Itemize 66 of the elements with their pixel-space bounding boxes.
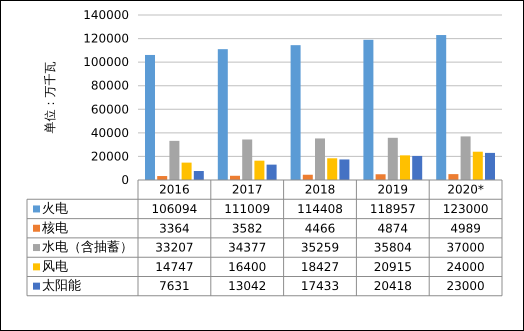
data-label: 3582 — [232, 221, 262, 236]
y-tick-label: 0 — [121, 173, 129, 187]
data-label: 24000 — [446, 260, 485, 274]
data-label: 14747 — [155, 260, 194, 274]
bar — [218, 49, 228, 180]
y-tick-label: 20000 — [90, 149, 129, 164]
bar — [169, 140, 180, 180]
data-label: 33207 — [155, 240, 194, 255]
bar — [339, 159, 350, 180]
data-label: 20418 — [374, 279, 412, 294]
bar — [302, 174, 313, 180]
bar — [194, 171, 204, 180]
bar — [242, 139, 252, 180]
data-label: 123000 — [442, 202, 489, 216]
data-label: 18427 — [300, 260, 340, 274]
data-label: 4989 — [450, 221, 481, 236]
bar — [145, 54, 155, 180]
legend-label: 核电 — [41, 220, 68, 236]
x-tick-label: 2016 — [159, 182, 190, 197]
legend-label: 风电 — [42, 259, 68, 274]
y-tick-label: 100000 — [83, 55, 129, 70]
bar — [485, 152, 495, 180]
bar — [363, 40, 374, 180]
bar — [448, 174, 458, 180]
legend-label: 火电 — [42, 201, 68, 216]
bar — [412, 156, 422, 180]
x-tick-label: 2017 — [232, 182, 262, 197]
bar — [315, 138, 325, 180]
data-label: 4466 — [304, 221, 336, 236]
bar — [472, 152, 483, 180]
y-tick-label: 40000 — [90, 126, 129, 140]
bar — [400, 155, 410, 180]
data-label: 13042 — [228, 279, 266, 294]
data-label: 4874 — [378, 221, 408, 236]
data-label: 34377 — [228, 240, 266, 255]
data-label: 16400 — [228, 260, 266, 274]
data-label: 7631 — [159, 279, 190, 294]
x-tick-label: 2018 — [304, 182, 336, 197]
bar — [436, 35, 446, 180]
bar — [290, 45, 301, 180]
data-label: 3364 — [159, 221, 190, 236]
data-label: 111009 — [224, 202, 270, 216]
data-label: 20915 — [374, 260, 412, 274]
bar — [388, 138, 398, 180]
y-tick-label: 140000 — [83, 8, 129, 22]
bar — [182, 162, 192, 180]
x-tick-label: 2019 — [378, 182, 408, 197]
bar — [327, 158, 338, 180]
bar — [460, 136, 471, 180]
y-tick-label: 120000 — [83, 32, 129, 46]
x-tick-label: 2020* — [447, 182, 484, 197]
data-label: 114408 — [297, 202, 343, 216]
data-label: 23000 — [446, 279, 485, 294]
data-label: 35804 — [374, 240, 412, 255]
y-axis-title: 单位：万千瓦 — [43, 62, 57, 134]
data-label: 35259 — [300, 240, 340, 255]
legend-label: 水电（含抽蓄） — [42, 240, 133, 256]
y-tick-label: 80000 — [90, 78, 129, 93]
data-label: 17433 — [300, 279, 340, 294]
legend-label: 太阳能 — [42, 278, 81, 294]
bar — [266, 164, 277, 180]
bar — [254, 160, 264, 180]
y-tick-label: 60000 — [90, 102, 129, 116]
data-label: 37000 — [446, 240, 485, 255]
data-label: 118957 — [370, 202, 416, 216]
data-label: 106094 — [151, 202, 198, 216]
